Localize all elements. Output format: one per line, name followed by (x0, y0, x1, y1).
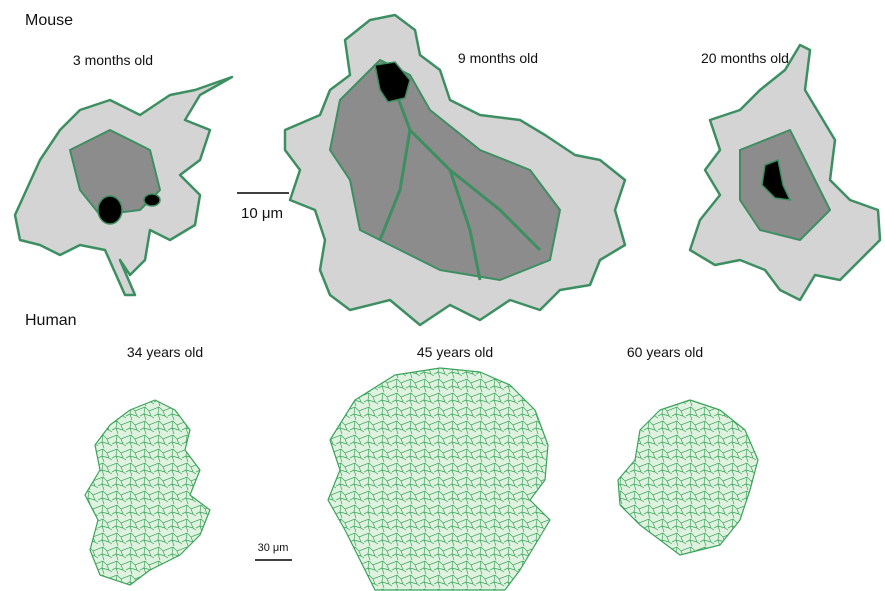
cell-mouse-20mo (690, 45, 880, 300)
panel-label: 45 years old (417, 344, 493, 360)
scale-label: 30 μm (258, 542, 289, 554)
group-label: Mouse (25, 12, 73, 29)
cell-human-60y (618, 400, 758, 555)
figure: Mouse 3 months old 9 months old 20 month… (0, 0, 885, 591)
cell-mouse-3mo (15, 77, 232, 295)
panel-label: 34 years old (127, 344, 203, 360)
panel-label: 9 months old (458, 50, 538, 66)
scale-label: 10 μm (241, 205, 283, 222)
cell-human-34y (85, 400, 210, 585)
panel-label: 3 months old (73, 52, 153, 68)
panel-label: 20 months old (701, 50, 789, 66)
group-label: Human (25, 312, 77, 329)
cell-human-45y (328, 368, 550, 590)
cell-mouse-9mo (285, 15, 625, 325)
panel-label: 60 years old (627, 344, 703, 360)
